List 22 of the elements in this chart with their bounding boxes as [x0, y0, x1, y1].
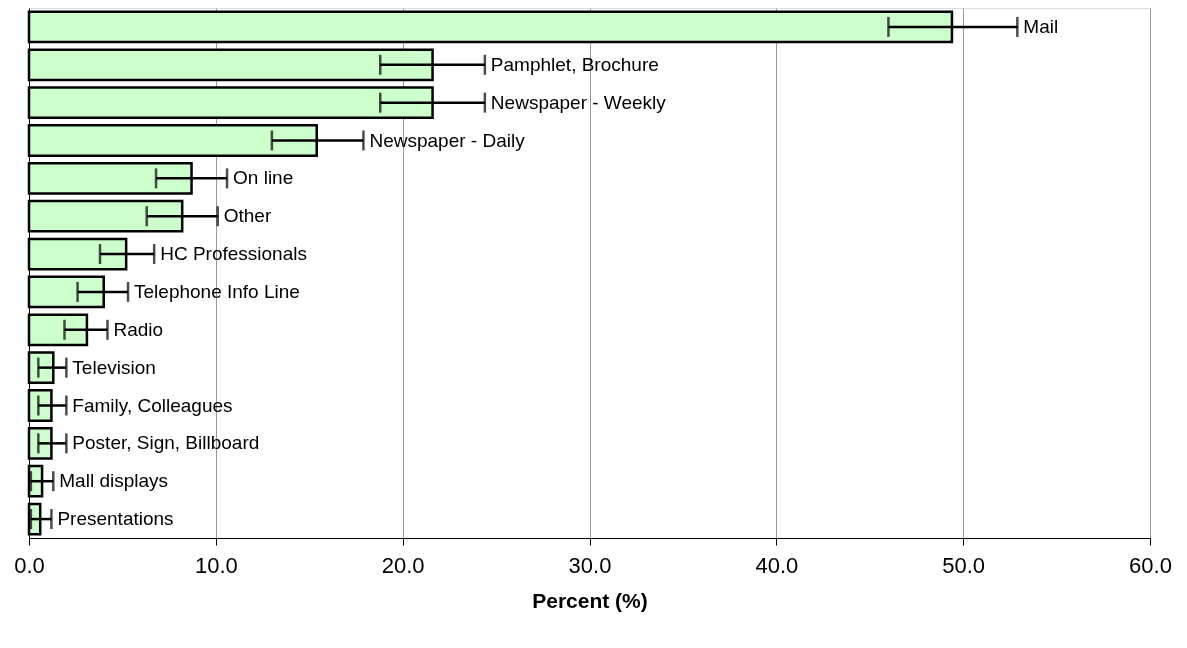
x-tick-label: 60.0: [1129, 552, 1172, 578]
y-tick-label: Mall displays: [59, 470, 169, 492]
y-tick-label: On line: [233, 167, 294, 189]
y-tick-label: Family, Colleagues: [72, 394, 233, 416]
y-tick-label: Poster, Sign, Billboard: [72, 432, 260, 454]
y-tick-label: Telephone Info Line: [134, 280, 300, 302]
y-tick-label: Mail: [1023, 15, 1059, 37]
x-tick-label: 0.0: [14, 552, 45, 578]
x-tick-label: 40.0: [755, 552, 799, 578]
y-tick-label: HC Professionals: [160, 243, 307, 265]
x-tick-label: 50.0: [942, 552, 986, 578]
x-tick-label: 20.0: [381, 552, 425, 578]
y-tick-label: Newspaper - Daily: [369, 129, 526, 151]
y-tick-label: Pamphlet, Brochure: [490, 53, 659, 75]
y-tick-label: Television: [72, 356, 156, 378]
x-axis-title: Percent (%): [532, 588, 648, 612]
y-tick-label: Other: [223, 205, 272, 227]
y-tick-label: Newspaper - Weekly: [490, 91, 667, 113]
x-tick-label: 10.0: [194, 552, 238, 578]
y-tick-label: Radio: [113, 318, 164, 340]
y-tick-label: Presentations: [57, 508, 174, 530]
x-tick-label: 30.0: [568, 552, 612, 578]
